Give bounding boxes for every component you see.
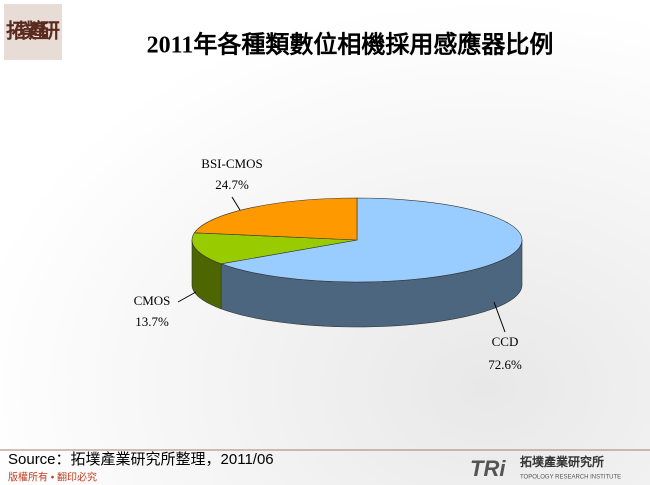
slice-label: BSI-CMOS xyxy=(201,156,262,171)
pie-chart: CCD 72.6% CMOS 13.7% BSI-CMOS 24.7% xyxy=(134,156,523,372)
slice xyxy=(219,197,523,283)
leader-line xyxy=(177,291,197,303)
slice xyxy=(193,197,358,241)
leader-line xyxy=(493,301,506,333)
value-label: 24.7% xyxy=(215,177,249,192)
value-label: 13.7% xyxy=(135,314,169,329)
slice-label: CMOS xyxy=(134,293,171,308)
value-label: 72.6% xyxy=(488,357,522,372)
source: Source：拓墣產業研究所整理，2011/06 xyxy=(8,451,274,468)
brand-english: TOPOLOGY RESEARCH INSTITUTE xyxy=(520,475,621,481)
logo-box xyxy=(4,4,62,60)
brand-name: 拓墣產業研究所 xyxy=(520,454,604,469)
leader-line xyxy=(231,196,241,211)
chart-title: 2011年各種類數位相機採用感應器比例 xyxy=(147,31,554,59)
slice-label: CCD xyxy=(492,334,519,349)
slice xyxy=(191,232,358,265)
logo: 拓墣產研 xyxy=(6,19,60,43)
brand-mark: TRi xyxy=(470,456,506,481)
copyright: 版權所有 • 翻印必究 xyxy=(8,471,97,484)
